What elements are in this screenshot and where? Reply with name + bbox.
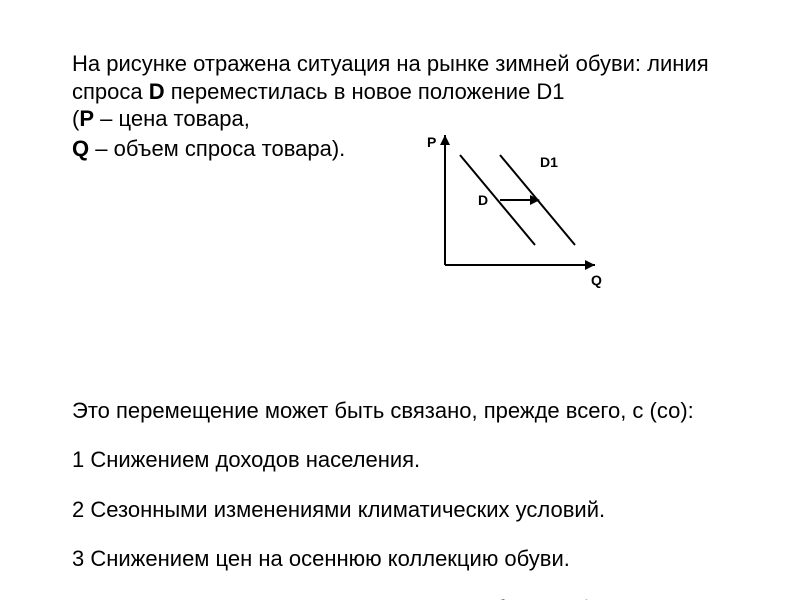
option-1: 1 Снижением доходов населения. — [72, 446, 752, 474]
lead-question: Это перемещение может быть связано, преж… — [72, 397, 752, 425]
q-text: – объем спроса товара). — [89, 136, 345, 161]
intro-paragraph: На рисунке отражена ситуация на рынке зи… — [72, 50, 752, 133]
option-3: 3 Снижением цен на осеннюю коллекцию обу… — [72, 545, 752, 573]
svg-text:P: P — [427, 134, 436, 150]
svg-text:D: D — [478, 192, 488, 208]
intro-seg-2: переместилась в новое положение D1 — [165, 79, 565, 104]
slide: На рисунке отражена ситуация на рынке зи… — [0, 0, 800, 600]
q-line: Q – объем спроса товара). — [72, 135, 345, 163]
option-4: 4 Существенным снижением числа зарубежны… — [80, 595, 752, 600]
intro-bold-d: D — [149, 79, 165, 104]
svg-text:D1: D1 — [540, 154, 558, 170]
demand-chart: P Q D D1 — [395, 125, 615, 295]
spacer — [72, 295, 752, 375]
q-bold: Q — [72, 136, 89, 161]
intro-seg-4: – цена товара, — [94, 106, 250, 131]
svg-text:Q: Q — [591, 272, 602, 288]
intro-bold-p: P — [79, 106, 94, 131]
option-2: 2 Сезонными изменениями климатических ус… — [72, 496, 752, 524]
row-with-chart: Q – объем спроса товара). P Q D D1 — [72, 135, 752, 295]
